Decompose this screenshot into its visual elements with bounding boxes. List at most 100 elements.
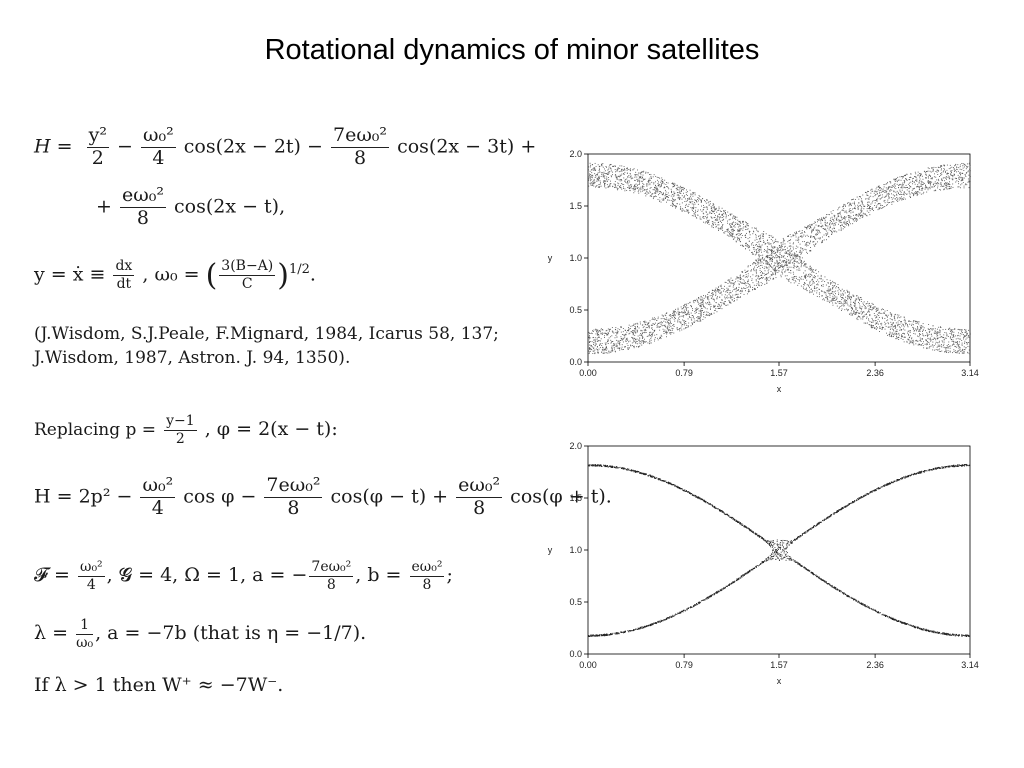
data-point [665,315,667,317]
data-point [858,297,860,299]
data-point [963,338,964,340]
data-point [958,345,960,347]
data-point [888,196,890,198]
data-point [887,319,889,321]
data-point [849,202,851,204]
data-point [815,224,817,226]
data-point [865,198,866,200]
data-point [651,333,653,335]
data-point [604,337,605,338]
data-point [934,173,935,175]
data-point [804,283,806,284]
data-point [595,328,597,330]
data-point [764,278,766,280]
data-point [748,286,750,288]
data-point [901,185,903,187]
data-point [593,185,595,187]
data-point [759,249,761,251]
data-point [823,218,825,220]
data-point [800,253,802,255]
data-point [909,195,911,197]
data-point [793,273,795,275]
data-point [960,351,962,352]
data-point [914,181,916,183]
data-point [626,167,628,169]
data-point [809,224,811,226]
data-point [861,217,863,219]
data-point [646,335,648,337]
data-point [934,333,936,334]
data-point [922,182,924,184]
data-point [848,220,850,222]
data-point [775,277,777,279]
data-point [628,175,630,176]
data-point [957,170,959,172]
data-point [650,336,652,338]
data-point [897,324,899,326]
data-point [907,332,909,334]
data-point [957,337,959,339]
data-point [686,209,688,211]
data-point [771,256,773,258]
data-point [644,331,646,333]
data-point [759,234,761,236]
data-point [627,330,629,331]
data-point [919,333,920,335]
data-point [919,188,920,190]
data-point [612,350,614,352]
data-point [887,334,889,336]
data-point [961,169,963,171]
data-point [725,282,727,283]
data-point [943,188,945,190]
data-point [601,343,603,344]
data-point [790,259,792,261]
data-point [955,181,957,183]
data-point [617,189,618,191]
data-point [623,166,625,168]
data-point [741,244,743,246]
data-point [693,322,695,323]
data-point [713,300,715,302]
data-point [870,325,872,327]
data-point [712,296,713,298]
data-point [784,245,786,247]
data-point [874,205,876,206]
data-point [746,293,748,295]
data-point [747,223,749,225]
data-point [696,317,698,319]
data-point [900,183,902,185]
data-point [878,207,880,209]
data-point [724,285,726,287]
data-point [619,329,621,331]
data-point [814,269,816,271]
data-point [672,186,674,188]
data-point [917,184,919,186]
data-point [967,171,969,173]
data-point [632,169,634,171]
data-point [881,204,883,206]
data-point [737,239,738,241]
data-point [667,192,669,194]
data-point [853,313,855,314]
data-point [838,294,840,296]
data-point [935,330,937,332]
data-point [868,204,869,206]
data-point [704,216,706,218]
data-point [633,347,635,349]
data-point [707,202,709,204]
data-point [950,331,952,333]
data-point [729,290,731,292]
data-point [771,260,773,262]
data-point [921,188,922,190]
data-point [741,291,743,293]
data-point [838,212,840,214]
data-point [635,323,637,325]
data-point [726,295,728,297]
data-point [742,275,744,277]
data-point [820,219,822,221]
data-point [870,208,872,210]
data-point [598,170,600,172]
data-point [836,219,838,221]
data-point [898,339,900,340]
data-point [956,166,958,168]
